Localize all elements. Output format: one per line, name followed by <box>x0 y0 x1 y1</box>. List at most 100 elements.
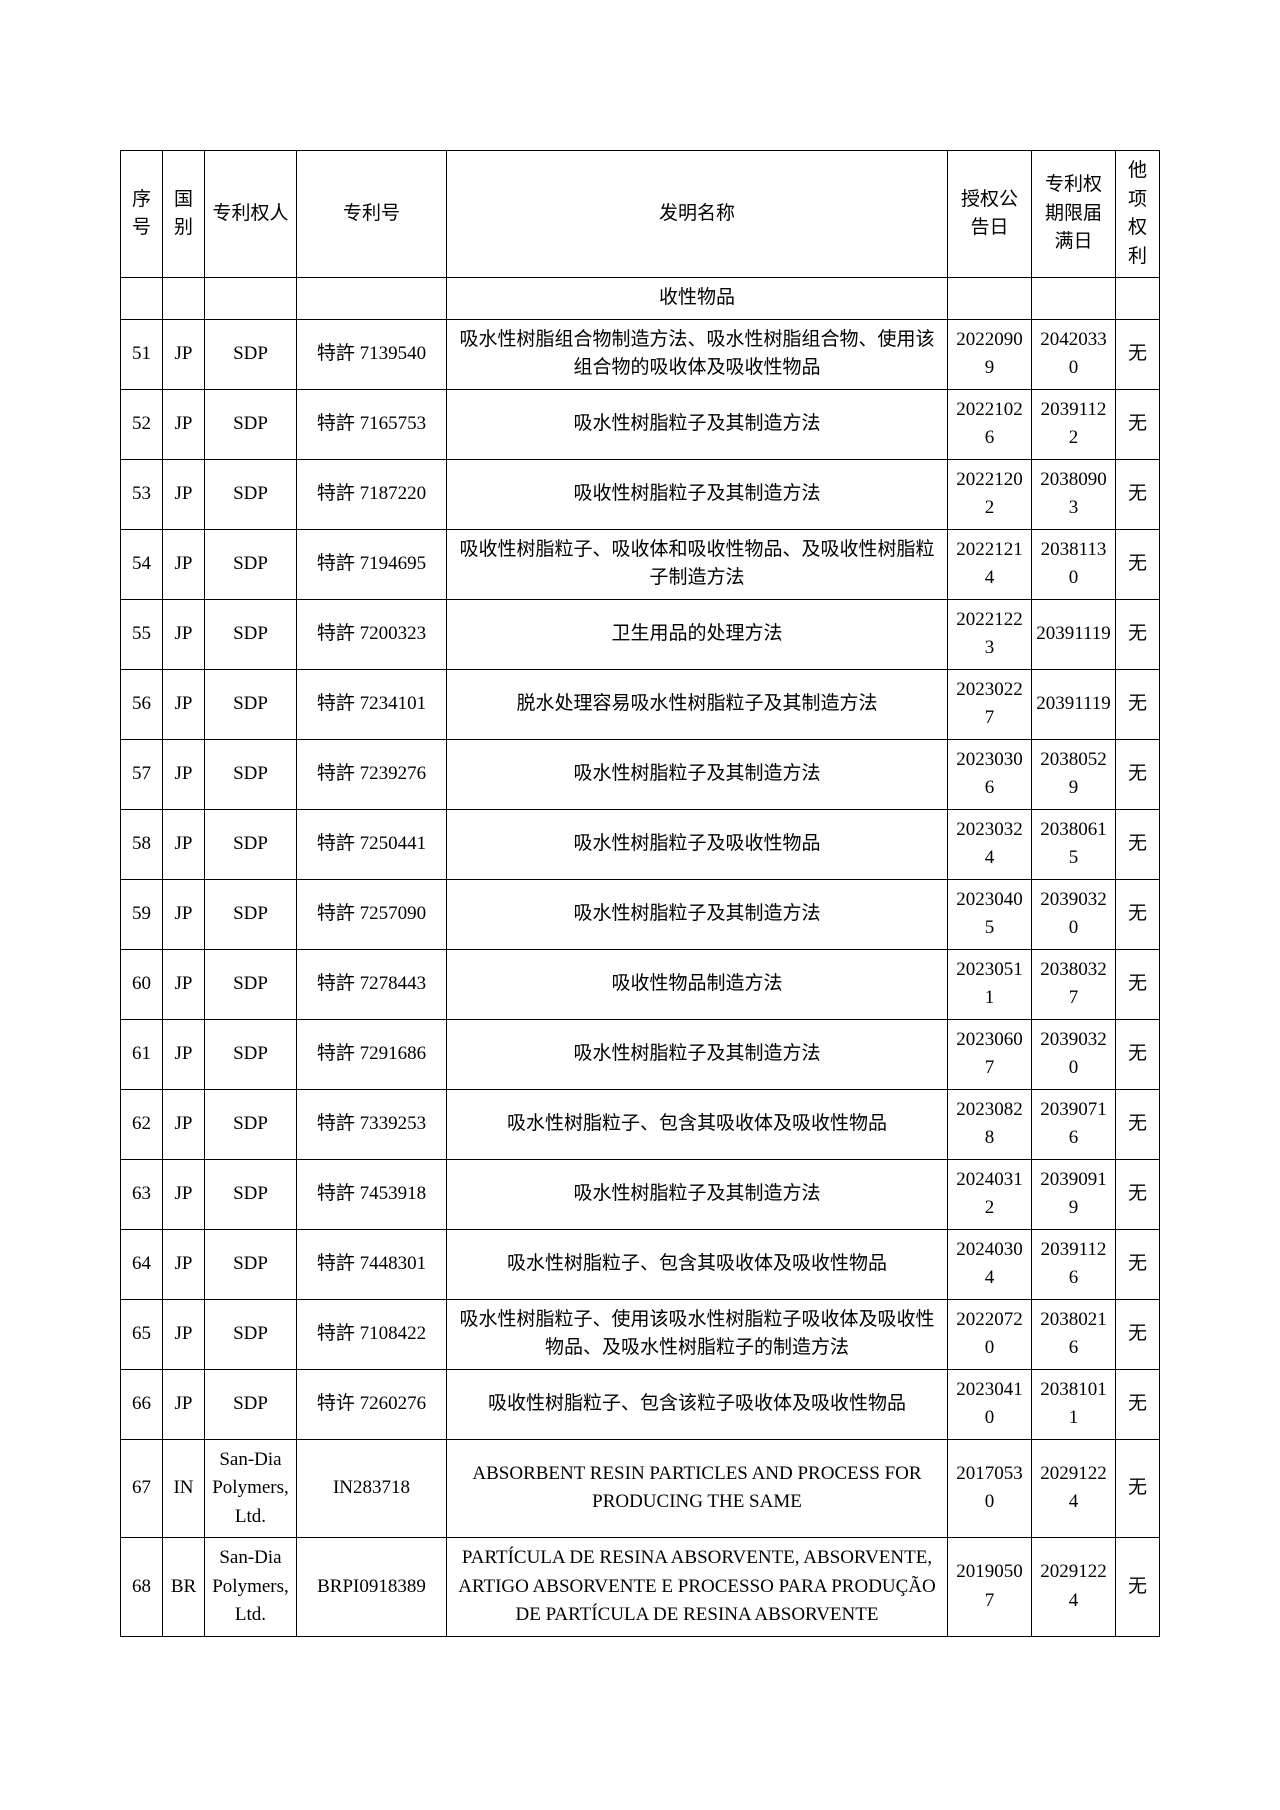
cell-title: 吸收性树脂粒子及其制造方法 <box>447 459 948 529</box>
cell-country: JP <box>163 879 205 949</box>
cell-empty <box>205 278 297 320</box>
cell-country: JP <box>163 1159 205 1229</box>
col-title: 发明名称 <box>447 151 948 278</box>
cell-country: JP <box>163 1229 205 1299</box>
cell-title: 脱水处理容易吸水性树脂粒子及其制造方法 <box>447 669 948 739</box>
cell-expiry: 20291224 <box>1032 1538 1116 1637</box>
cell-empty <box>948 278 1032 320</box>
cell-owner: SDP <box>205 1299 297 1369</box>
cell-expiry: 20390716 <box>1032 1089 1116 1159</box>
cell-grant: 20190507 <box>948 1538 1032 1637</box>
cell-patentno: 特許 7239276 <box>297 739 447 809</box>
cell-grant: 20230410 <box>948 1369 1032 1439</box>
table-row: 56JPSDP特許 7234101脱水处理容易吸水性树脂粒子及其制造方法2023… <box>121 669 1160 739</box>
cell-grant: 20220909 <box>948 319 1032 389</box>
cell-owner: San-Dia Polymers, Ltd. <box>205 1439 297 1538</box>
cell-grant: 20230828 <box>948 1089 1032 1159</box>
cell-title: ABSORBENT RESIN PARTICLES AND PROCESS FO… <box>447 1439 948 1538</box>
cell-other: 无 <box>1116 389 1160 459</box>
cell-patentno: 特許 7250441 <box>297 809 447 879</box>
cell-seq: 51 <box>121 319 163 389</box>
cell-other: 无 <box>1116 1019 1160 1089</box>
cell-other: 无 <box>1116 1229 1160 1299</box>
cell-title: 吸水性树脂粒子及其制造方法 <box>447 1019 948 1089</box>
cell-title: 吸水性树脂粒子、包含其吸收体及吸收性物品 <box>447 1089 948 1159</box>
cell-grant: 20220720 <box>948 1299 1032 1369</box>
cell-grant: 20230306 <box>948 739 1032 809</box>
cell-grant: 20240312 <box>948 1159 1032 1229</box>
cell-other: 无 <box>1116 529 1160 599</box>
cell-seq: 66 <box>121 1369 163 1439</box>
cell-expiry: 20391119 <box>1032 599 1116 669</box>
cell-other: 无 <box>1116 669 1160 739</box>
cell-owner: SDP <box>205 599 297 669</box>
col-owner: 专利权人 <box>205 151 297 278</box>
cell-grant: 20230405 <box>948 879 1032 949</box>
cell-expiry: 20391126 <box>1032 1229 1116 1299</box>
cell-seq: 55 <box>121 599 163 669</box>
cell-country: JP <box>163 739 205 809</box>
table-row: 54JPSDP特許 7194695吸收性树脂粒子、吸收体和吸收性物品、及吸收性树… <box>121 529 1160 599</box>
cell-expiry: 20380903 <box>1032 459 1116 529</box>
cell-owner: SDP <box>205 389 297 459</box>
cell-seq: 57 <box>121 739 163 809</box>
cell-other: 无 <box>1116 879 1160 949</box>
table-row: 53JPSDP特許 7187220吸收性树脂粒子及其制造方法2022120220… <box>121 459 1160 529</box>
cell-seq: 67 <box>121 1439 163 1538</box>
table-row: 68BRSan-Dia Polymers, Ltd.BRPI0918389PAR… <box>121 1538 1160 1637</box>
cell-country: JP <box>163 599 205 669</box>
cell-expiry: 20380529 <box>1032 739 1116 809</box>
table-row: 51JPSDP特許 7139540吸水性树脂组合物制造方法、吸水性树脂组合物、使… <box>121 319 1160 389</box>
cell-other: 无 <box>1116 739 1160 809</box>
cell-other: 无 <box>1116 1439 1160 1538</box>
cell-patentno: IN283718 <box>297 1439 447 1538</box>
cell-country: IN <box>163 1439 205 1538</box>
cell-patentno: 特許 7339253 <box>297 1089 447 1159</box>
cell-patentno: 特許 7278443 <box>297 949 447 1019</box>
cell-expiry: 20380327 <box>1032 949 1116 1019</box>
cell-seq: 54 <box>121 529 163 599</box>
cell-title: 吸水性树脂粒子及其制造方法 <box>447 739 948 809</box>
cell-owner: SDP <box>205 1369 297 1439</box>
cell-empty <box>163 278 205 320</box>
cell-expiry: 20381130 <box>1032 529 1116 599</box>
continuation-row: 收性物品 <box>121 278 1160 320</box>
cell-patentno: 特许 7260276 <box>297 1369 447 1439</box>
cell-country: JP <box>163 1299 205 1369</box>
table-row: 61JPSDP特許 7291686吸水性树脂粒子及其制造方法2023060720… <box>121 1019 1160 1089</box>
col-grant: 授权公告日 <box>948 151 1032 278</box>
cell-owner: SDP <box>205 1159 297 1229</box>
cell-patentno: 特許 7187220 <box>297 459 447 529</box>
cell-other: 无 <box>1116 1538 1160 1637</box>
cell-country: BR <box>163 1538 205 1637</box>
table-row: 65JPSDP特許 7108422吸水性树脂粒子、使用该吸水性树脂粒子吸收体及吸… <box>121 1299 1160 1369</box>
cell-grant: 20221223 <box>948 599 1032 669</box>
cell-title: PARTÍCULA DE RESINA ABSORVENTE, ABSORVEN… <box>447 1538 948 1637</box>
cell-other: 无 <box>1116 1089 1160 1159</box>
table-row: 62JPSDP特許 7339253吸水性树脂粒子、包含其吸收体及吸收性物品202… <box>121 1089 1160 1159</box>
cell-patentno: 特許 7139540 <box>297 319 447 389</box>
cell-owner: SDP <box>205 669 297 739</box>
cell-country: JP <box>163 1089 205 1159</box>
cell-country: JP <box>163 459 205 529</box>
table-body: 收性物品 51JPSDP特許 7139540吸水性树脂组合物制造方法、吸水性树脂… <box>121 278 1160 1637</box>
cell-owner: SDP <box>205 529 297 599</box>
cell-seq: 53 <box>121 459 163 529</box>
cell-title-continuation: 收性物品 <box>447 278 948 320</box>
table-row: 58JPSDP特許 7250441吸水性树脂粒子及吸收性物品2023032420… <box>121 809 1160 879</box>
cell-owner: SDP <box>205 949 297 1019</box>
cell-title: 吸水性树脂组合物制造方法、吸水性树脂组合物、使用该组合物的吸收体及吸收性物品 <box>447 319 948 389</box>
cell-seq: 62 <box>121 1089 163 1159</box>
cell-title: 卫生用品的处理方法 <box>447 599 948 669</box>
col-country: 国别 <box>163 151 205 278</box>
cell-other: 无 <box>1116 809 1160 879</box>
cell-grant: 20230324 <box>948 809 1032 879</box>
cell-title: 吸水性树脂粒子、使用该吸水性树脂粒子吸收体及吸收性物品、及吸水性树脂粒子的制造方… <box>447 1299 948 1369</box>
cell-title: 吸收性物品制造方法 <box>447 949 948 1019</box>
cell-other: 无 <box>1116 949 1160 1019</box>
cell-owner: San-Dia Polymers, Ltd. <box>205 1538 297 1637</box>
table-row: 60JPSDP特許 7278443吸收性物品制造方法20230511203803… <box>121 949 1160 1019</box>
cell-country: JP <box>163 529 205 599</box>
cell-title: 吸水性树脂粒子、包含其吸收体及吸收性物品 <box>447 1229 948 1299</box>
cell-title: 吸收性树脂粒子、吸收体和吸收性物品、及吸收性树脂粒子制造方法 <box>447 529 948 599</box>
